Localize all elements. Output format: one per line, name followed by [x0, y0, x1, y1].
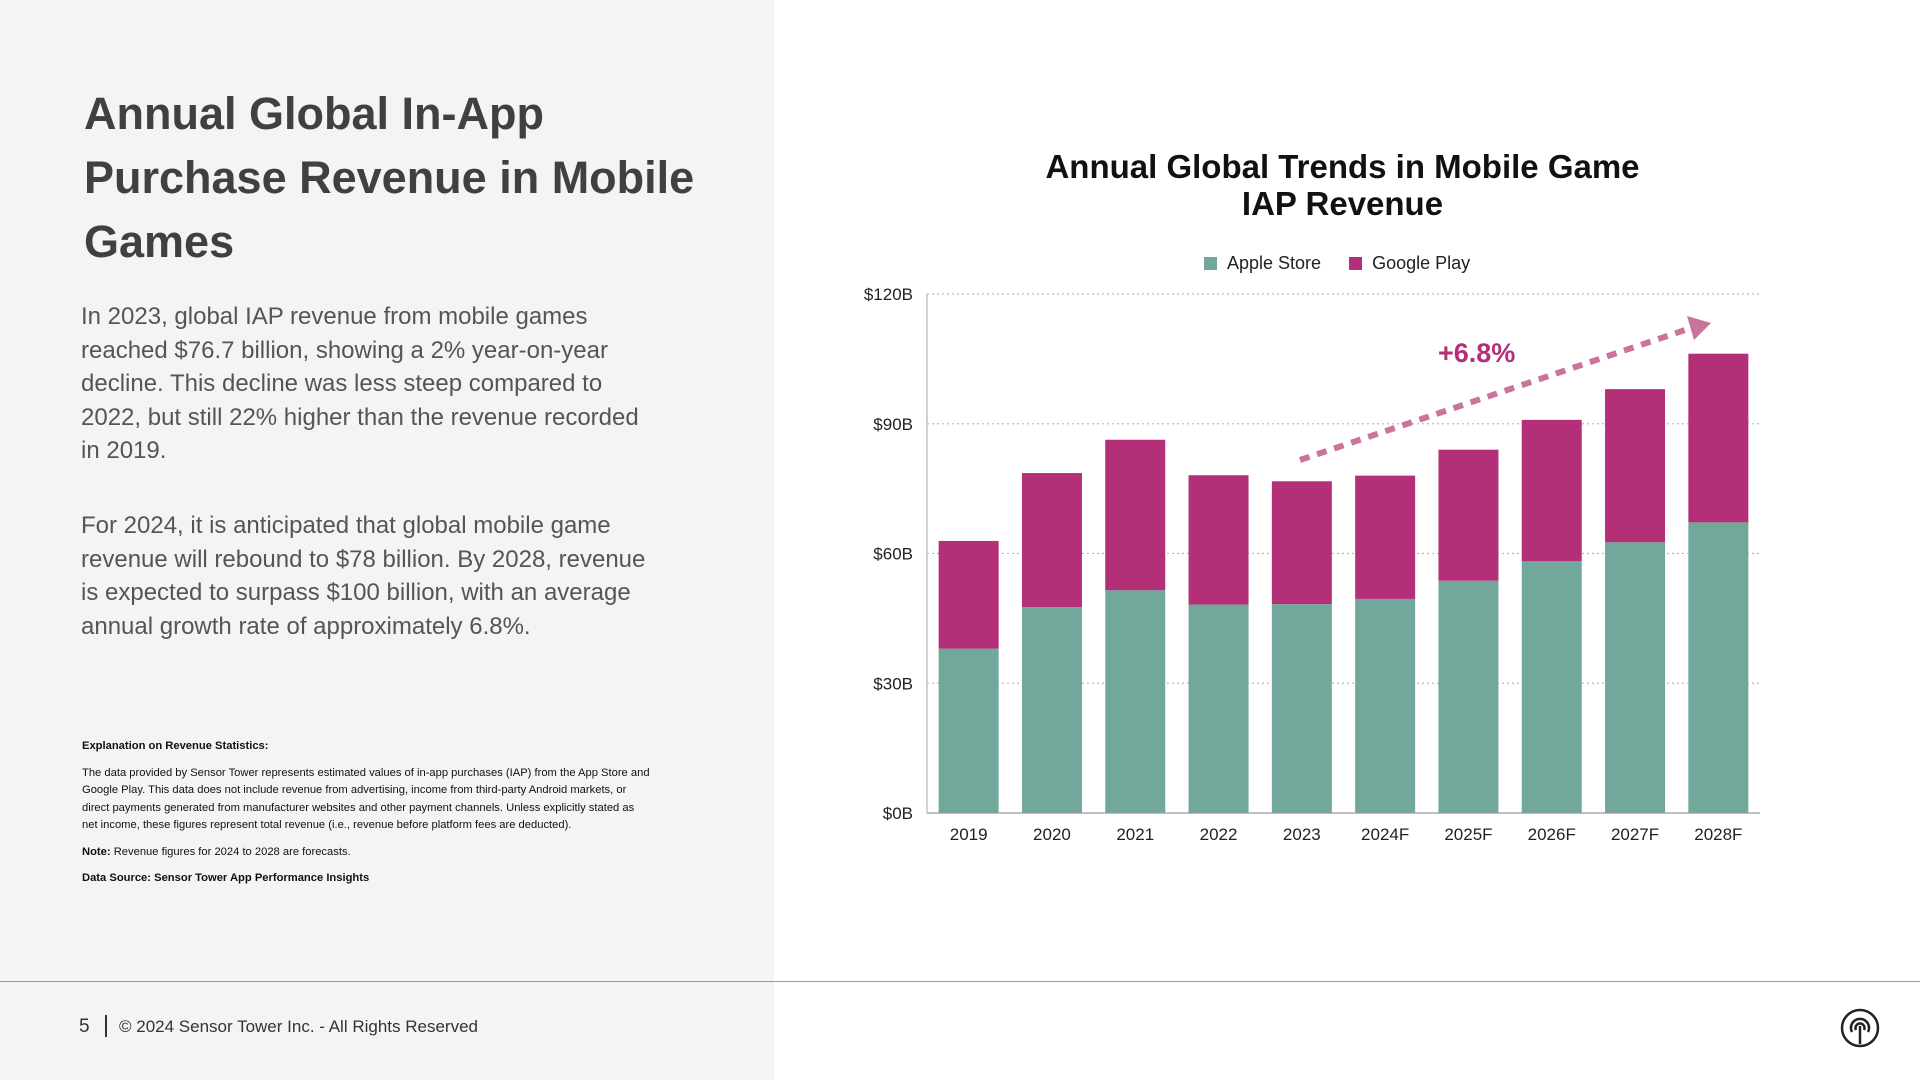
- bar-apple-store: [1188, 604, 1249, 813]
- bar-google-play: [1521, 419, 1582, 562]
- bar-apple-store: [1105, 590, 1166, 813]
- bar-google-play: [1105, 439, 1166, 591]
- bar-apple-store: [1355, 598, 1416, 813]
- note-text: Revenue figures for 2024 to 2028 are for…: [110, 845, 351, 858]
- bar-google-play: [1688, 353, 1749, 523]
- legend-swatch-google: [1349, 257, 1363, 270]
- stacked-bar-chart: $0B $30B $60B $90B $120B 2019 2020 2021 2022 2023…: [864, 285, 1760, 844]
- y-tick-label: $120B: [864, 285, 913, 304]
- chart-title: Annual Global Trends in Mobile Game IAP …: [1000, 148, 1685, 222]
- footer-left-panel: [0, 982, 774, 1080]
- bar-google-play: [1605, 389, 1666, 543]
- bar-apple-store: [1521, 561, 1582, 813]
- growth-arrow-head: [1687, 316, 1711, 340]
- bar-google-play: [1021, 473, 1082, 608]
- bar-google-play: [1271, 481, 1332, 605]
- legend-swatch-apple: [1204, 257, 1217, 270]
- footer-divider: [0, 981, 1920, 982]
- bar-google-play: [1355, 475, 1416, 599]
- x-tick-label: 2026F: [1528, 825, 1576, 844]
- y-tick-label: $0B: [883, 804, 913, 823]
- bar-google-play: [1188, 475, 1249, 605]
- chart-title-line1: Annual Global Trends in Mobile Game: [1045, 148, 1640, 185]
- data-source: Data Source: Sensor Tower App Performanc…: [82, 872, 370, 884]
- left-panel: [0, 0, 774, 981]
- sensor-tower-logo-icon: [1840, 1008, 1880, 1048]
- bar-apple-store: [938, 648, 999, 813]
- bar-apple-store: [1438, 580, 1499, 813]
- x-tick-label: 2025F: [1444, 825, 1492, 844]
- page-number: 5: [79, 1016, 90, 1037]
- x-tick-label: 2027F: [1611, 825, 1659, 844]
- notes-heading: Explanation on Revenue Statistics:: [82, 740, 269, 752]
- growth-rate-label: +6.8%: [1438, 338, 1515, 368]
- forecast-note: Note: Revenue figures for 2024 to 2028 a…: [82, 844, 652, 862]
- x-tick-label: 2024F: [1361, 825, 1409, 844]
- note-label: Note:: [82, 845, 111, 858]
- growth-arrow-line: [1299, 327, 1686, 463]
- forecast-paragraph: For 2024, it is anticipated that global …: [81, 512, 646, 640]
- footer-separator: [105, 1015, 107, 1037]
- bar-google-play: [938, 540, 999, 649]
- y-tick-label: $90B: [873, 415, 913, 434]
- legend-google-play: Google Play: [1349, 253, 1470, 274]
- notes-body: The data provided by Sensor Tower repres…: [82, 766, 650, 832]
- copyright: © 2024 Sensor Tower Inc. - All Rights Re…: [119, 1017, 478, 1036]
- summary-paragraph-2023: In 2023, global IAP revenue from mobile …: [81, 303, 639, 464]
- x-tick-label: 2022: [1200, 825, 1238, 844]
- chart-title-line2: IAP Revenue: [1241, 185, 1444, 222]
- x-tick-label: 2023: [1283, 825, 1321, 844]
- bar-apple-store: [1688, 522, 1749, 813]
- bar-apple-store: [1271, 604, 1332, 813]
- page-title: Annual Global In-App Purchase Revenue in…: [84, 88, 695, 267]
- chart-legend: Apple Store Google Play: [1204, 253, 1470, 274]
- x-tick-label: 2019: [950, 825, 988, 844]
- legend-label-apple: Apple Store: [1227, 253, 1322, 273]
- revenue-notes: Explanation on Revenue Statistics: The d…: [82, 738, 652, 897]
- bar-apple-store: [1021, 607, 1082, 813]
- legend-label-google: Google Play: [1372, 253, 1471, 273]
- bar-google-play: [1438, 449, 1499, 581]
- x-tick-label: 2020: [1033, 825, 1071, 844]
- x-tick-label: 2028F: [1694, 825, 1742, 844]
- legend-apple-store: Apple Store: [1204, 253, 1321, 274]
- y-tick-label: $30B: [873, 674, 913, 693]
- x-tick-label: 2021: [1116, 825, 1154, 844]
- bar-apple-store: [1605, 542, 1666, 813]
- y-tick-label: $60B: [873, 545, 913, 564]
